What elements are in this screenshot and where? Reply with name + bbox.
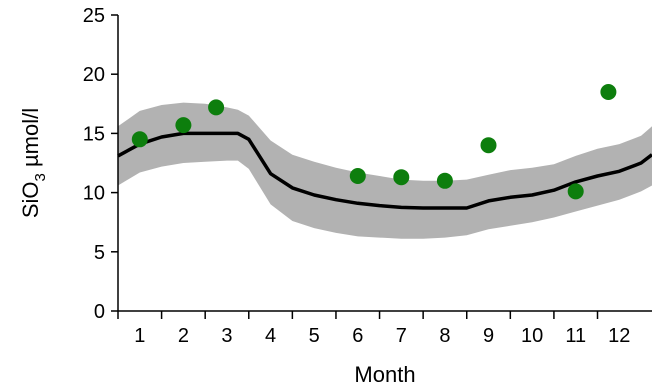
y-axis-label-units: µmol/l: [18, 108, 43, 173]
x-tick-label: 8: [439, 325, 450, 347]
x-tick-label: 2: [178, 325, 189, 347]
plot-area: [117, 84, 652, 239]
y-tick-label: 5: [94, 242, 105, 264]
y-tick-label: 10: [83, 183, 105, 205]
y-axis-label-main: SiO: [18, 181, 43, 218]
y-tick-label: 25: [83, 5, 105, 27]
x-tick-label: 5: [309, 325, 320, 347]
axes: [117, 15, 652, 312]
uncertainty-band: [118, 102, 652, 239]
x-tick-label: 4: [265, 325, 276, 347]
data-point: [208, 99, 225, 116]
data-point: [567, 183, 584, 200]
y-tick-label: 20: [83, 64, 105, 86]
data-point: [436, 172, 453, 189]
data-point: [393, 169, 410, 186]
x-tick-label: 6: [352, 325, 363, 347]
x-tick-label: 9: [483, 325, 494, 347]
data-point: [480, 137, 497, 154]
x-tick-label: 10: [521, 325, 543, 347]
x-tick-label: 3: [221, 325, 232, 347]
x-tick-label: 11: [565, 325, 586, 347]
x-tick-label: 1: [134, 325, 145, 347]
y-tick-label: 15: [83, 123, 105, 145]
model-line: [117, 131, 652, 210]
data-point: [131, 131, 148, 148]
y-axis-label: SiO3 µmol/l: [18, 108, 49, 218]
y-axis-label-subscript: 3: [32, 173, 49, 181]
data-point: [600, 84, 617, 100]
x-axis-label: Month: [354, 362, 415, 387]
data-point: [349, 168, 366, 184]
data-point: [175, 117, 192, 134]
y-tick-label: 0: [94, 301, 105, 323]
x-tick-label: 7: [396, 325, 407, 347]
x-tick-label: 12: [608, 325, 630, 347]
